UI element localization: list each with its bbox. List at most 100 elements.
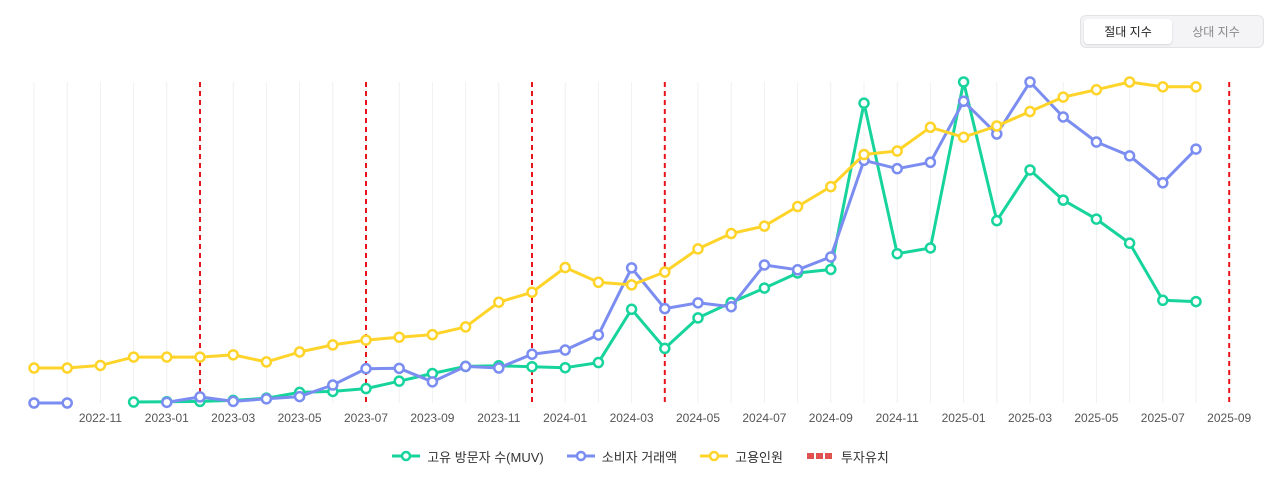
data-point-transaction[interactable] [161,396,173,409]
data-point-employees[interactable] [28,362,40,374]
x-tick-label: 2024-01 [543,411,587,425]
data-point-muv[interactable] [360,382,372,395]
data-point-transaction[interactable] [791,264,804,276]
data-point-employees[interactable] [692,243,704,255]
data-point-transaction[interactable] [592,329,605,341]
data-point-transaction[interactable] [758,259,771,271]
data-point-muv[interactable] [858,97,870,109]
data-point-muv[interactable] [1190,295,1202,308]
series-employees [28,76,1202,374]
data-point-employees[interactable] [393,331,405,343]
data-point-employees[interactable] [61,362,73,374]
data-point-employees[interactable] [991,120,1003,132]
legend-item-employees[interactable]: 고용인원 [699,447,783,466]
data-point-employees[interactable] [526,286,538,299]
data-point-employees[interactable] [1057,91,1069,103]
data-point-transaction[interactable] [293,390,306,403]
data-point-muv[interactable] [825,263,837,276]
data-point-employees[interactable] [1123,76,1136,88]
data-point-transaction[interactable] [493,362,505,374]
data-point-transaction[interactable] [559,344,571,356]
data-point-employees[interactable] [360,334,372,346]
data-point-muv[interactable] [1057,194,1069,206]
data-point-employees[interactable] [1157,81,1169,93]
data-point-muv[interactable] [1090,213,1103,225]
data-point-employees[interactable] [659,266,671,278]
data-point-employees[interactable] [924,121,937,134]
data-point-transaction[interactable] [459,360,472,373]
data-point-employees[interactable] [227,349,239,361]
data-point-transaction[interactable] [924,156,937,168]
data-point-employees[interactable] [758,220,771,232]
data-point-transaction[interactable] [1090,136,1103,148]
relative-index-button[interactable]: 상대 지수 [1192,25,1240,39]
data-point-transaction[interactable] [526,348,538,360]
data-point-employees[interactable] [625,279,638,291]
data-point-muv[interactable] [1123,237,1136,249]
data-point-muv[interactable] [559,361,571,374]
data-point-muv[interactable] [1157,294,1169,307]
data-point-transaction[interactable] [393,362,405,375]
data-point-muv[interactable] [891,247,903,260]
legend-item-muv[interactable]: 고유 방문자 수(MUV) [391,447,544,466]
data-point-transaction[interactable] [891,162,903,175]
data-point-transaction[interactable] [360,362,372,375]
data-point-muv[interactable] [692,312,704,324]
data-point-employees[interactable] [891,145,903,157]
data-point-employees[interactable] [127,351,140,363]
data-point-transaction[interactable] [61,397,73,409]
data-point-employees[interactable] [161,351,173,363]
data-point-employees[interactable] [194,351,206,363]
data-point-transaction[interactable] [194,391,206,403]
data-point-transaction[interactable] [1057,111,1069,123]
data-point-transaction[interactable] [725,300,737,313]
data-point-transaction[interactable] [659,302,671,315]
data-point-transaction[interactable] [625,262,638,274]
data-point-employees[interactable] [327,339,339,351]
data-point-muv[interactable] [924,242,937,254]
data-point-employees[interactable] [260,356,273,368]
data-point-muv[interactable] [526,360,538,373]
data-point-employees[interactable] [493,296,505,308]
data-point-muv[interactable] [127,396,140,408]
legend-item-transaction[interactable]: 소비자 거래액 [566,447,677,466]
data-point-employees[interactable] [825,180,837,193]
data-point-employees[interactable] [1024,105,1036,118]
data-point-transaction[interactable] [825,251,837,263]
data-point-employees[interactable] [1090,83,1103,96]
data-point-employees[interactable] [858,148,870,161]
series-line-employees [32,80,1198,370]
data-point-employees[interactable] [293,346,306,358]
data-point-muv[interactable] [625,303,638,316]
data-point-muv[interactable] [758,282,771,294]
data-point-employees[interactable] [725,227,737,240]
data-point-employees[interactable] [559,261,571,274]
data-point-employees[interactable] [426,328,439,341]
data-point-transaction[interactable] [260,393,273,405]
data-point-transaction[interactable] [28,397,40,409]
data-point-muv[interactable] [393,375,405,387]
data-point-muv[interactable] [991,214,1003,227]
data-point-employees[interactable] [957,131,970,143]
data-point-employees[interactable] [459,321,472,333]
data-point-employees[interactable] [592,276,605,289]
data-point-employees[interactable] [94,359,107,372]
x-tick-label: 2023-01 [145,411,189,425]
data-point-muv[interactable] [592,356,605,369]
data-point-transaction[interactable] [1123,150,1136,162]
data-point-transaction[interactable] [1190,143,1202,155]
data-point-muv[interactable] [1024,164,1036,176]
data-point-muv[interactable] [957,76,970,88]
data-point-transaction[interactable] [426,376,439,388]
data-point-transaction[interactable] [957,95,970,108]
data-point-transaction[interactable] [1157,177,1169,189]
data-point-transaction[interactable] [692,297,704,309]
data-point-muv[interactable] [659,342,671,355]
data-point-employees[interactable] [791,200,804,213]
data-point-transaction[interactable] [227,395,239,408]
data-point-transaction[interactable] [1024,76,1036,88]
data-point-employees[interactable] [1190,81,1202,93]
absolute-index-button[interactable]: 절대 지수 [1084,19,1172,44]
data-point-transaction[interactable] [327,379,339,391]
legend-item-investment[interactable]: 투자유치 [805,447,889,466]
